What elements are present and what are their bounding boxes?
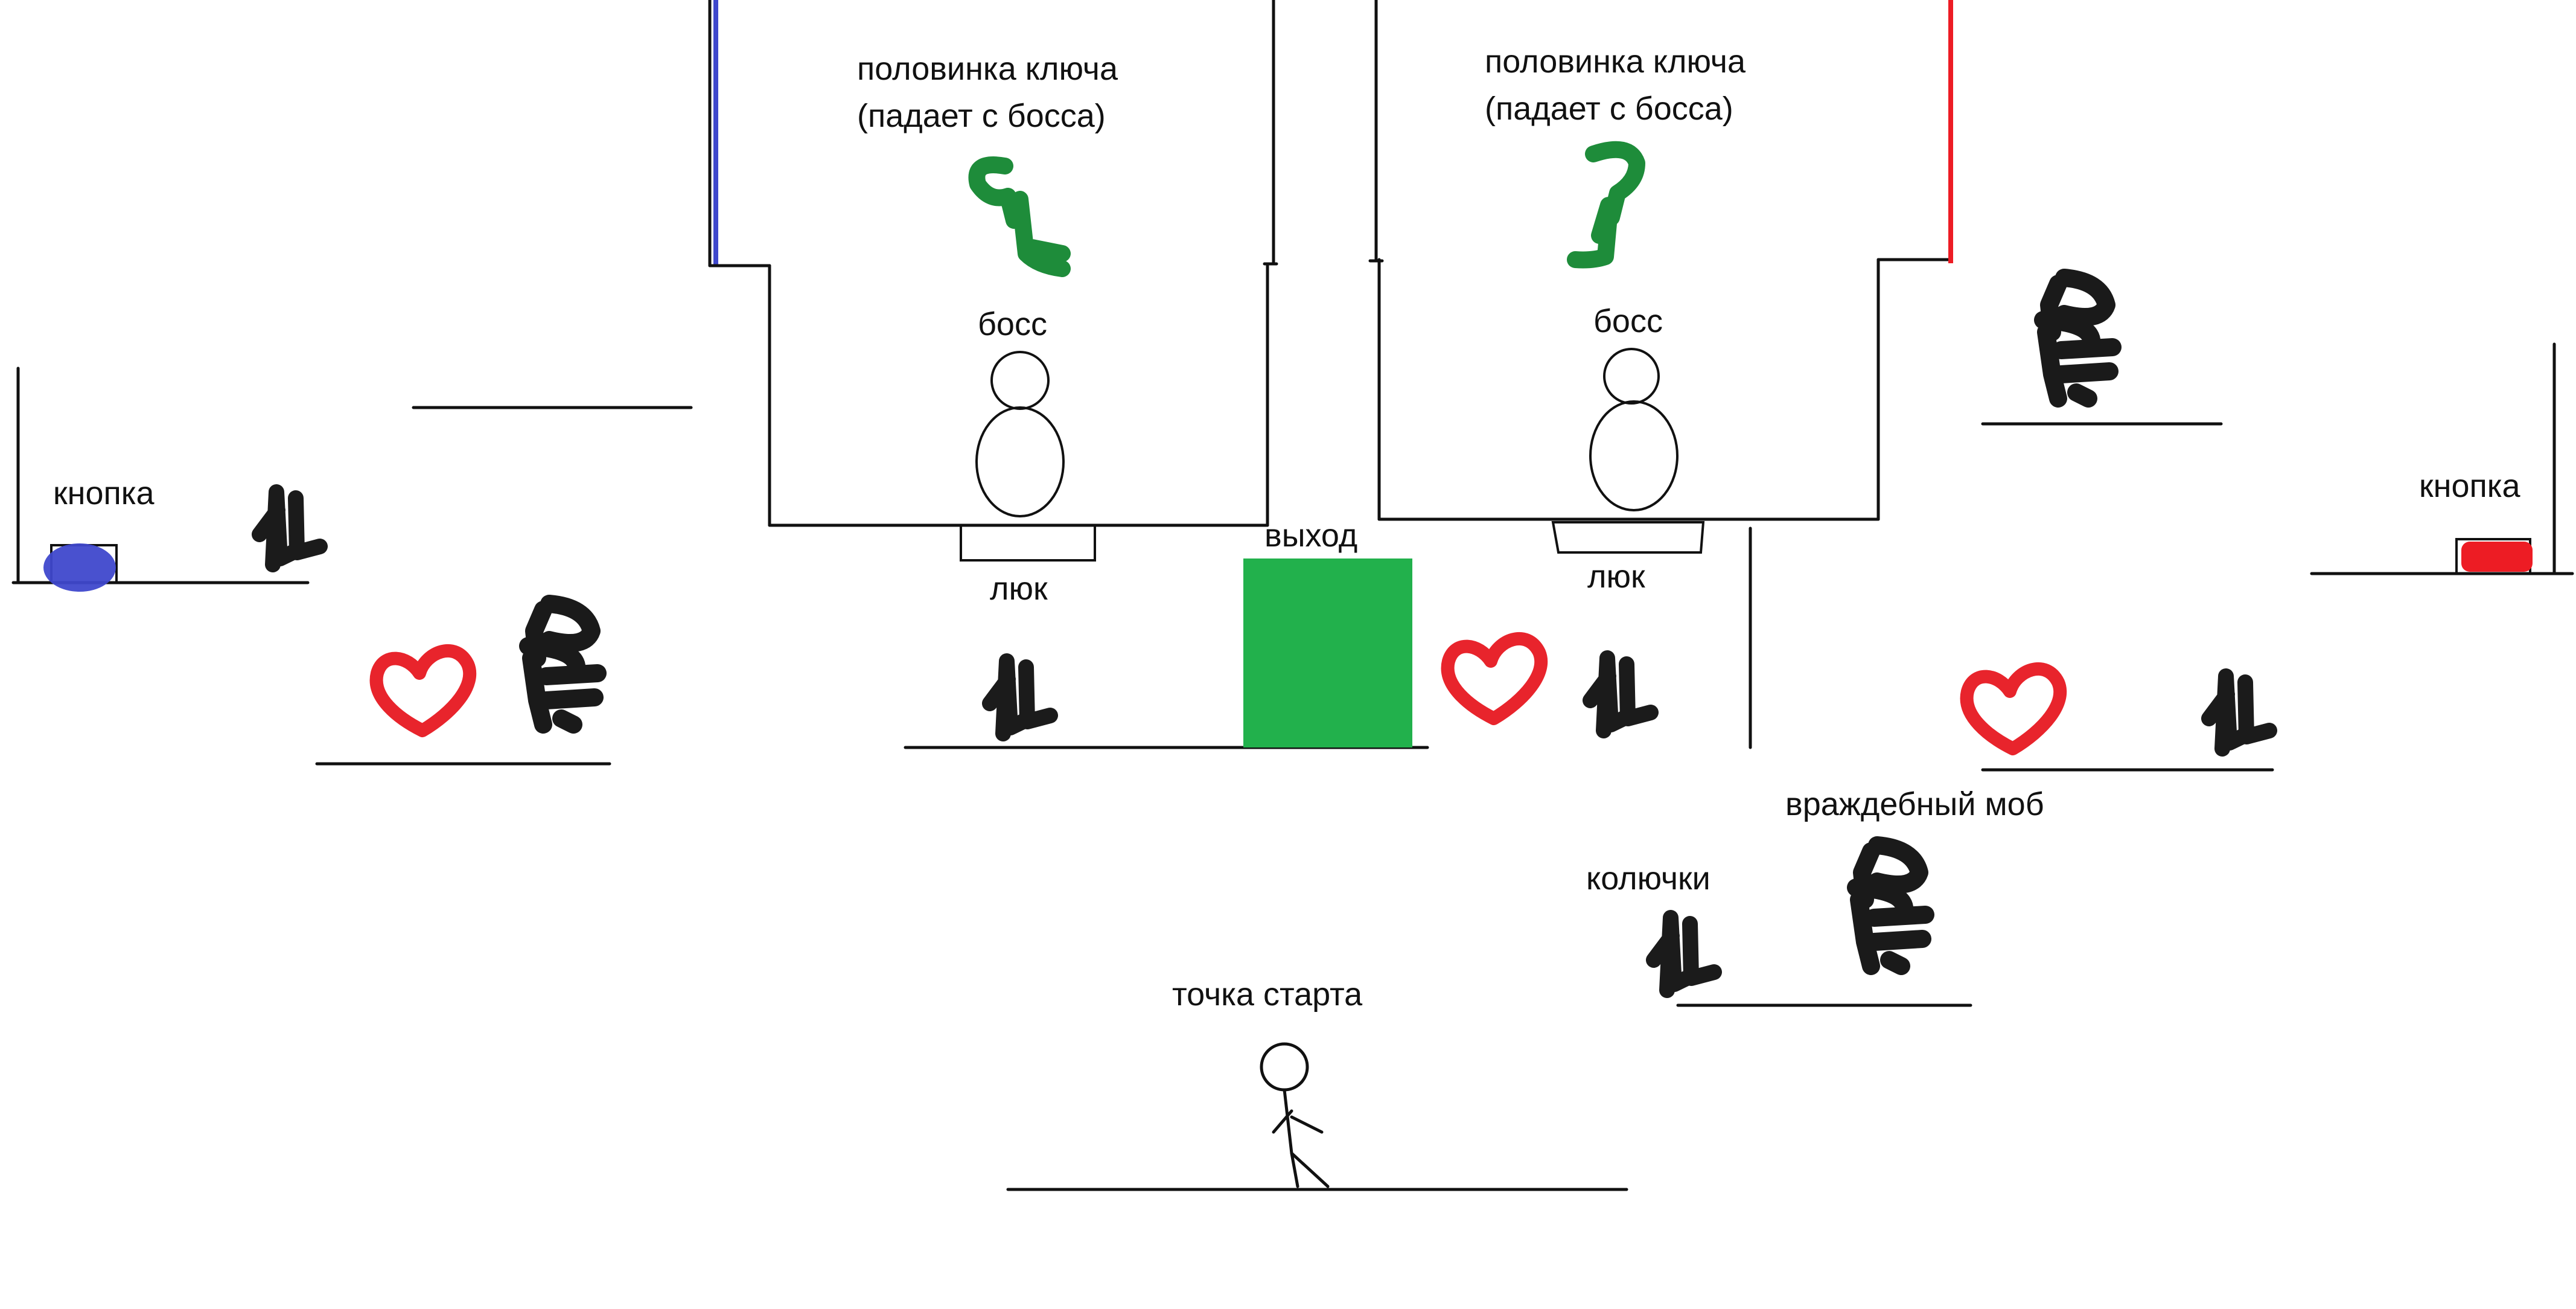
key-half-right-label: половинка ключа [1485, 43, 1745, 80]
key-half-left-drop-label: (падает с босса) [857, 98, 1106, 134]
spikes-icon [2209, 676, 2269, 749]
heart-icon[interactable] [1448, 639, 1541, 719]
hostile-mob-label: враждебный моб [1785, 786, 2044, 822]
boss-snowman-icon [975, 351, 1065, 517]
start-point-label: точка старта [1172, 976, 1363, 1013]
hostile-mob-icon [528, 604, 598, 725]
spikes-icon [260, 492, 320, 565]
button-right-label: кнопка [2419, 468, 2520, 504]
heart-icon[interactable] [1967, 669, 2061, 749]
exit-label: выход [1264, 517, 1358, 554]
button-left-label: кнопка [53, 475, 155, 511]
left-boss-room [708, 0, 1278, 562]
red-button[interactable] [2455, 538, 2533, 575]
hatch-right-label: люк [1587, 558, 1645, 595]
key-half-icon [968, 156, 1071, 277]
spikes-icon [1654, 918, 1714, 990]
hatch-left-label: люк [990, 571, 1048, 607]
hostile-mob-icon [1856, 845, 1925, 966]
spikes-label: колючки [1586, 860, 1710, 897]
right-hatch [1551, 521, 1705, 554]
boss-left-label: босс [978, 306, 1047, 342]
key-half-icon [1567, 141, 1645, 269]
exit-block[interactable] [1243, 558, 1412, 747]
heart-icon[interactable] [377, 651, 470, 731]
spikes-icon [990, 661, 1050, 734]
key-half-right-drop-label: (падает с босса) [1485, 91, 1733, 127]
key-half-left-label: половинка ключа [857, 51, 1118, 87]
platforms [11, 342, 2574, 1191]
stick-figure-icon [1260, 1042, 1330, 1188]
hostile-mob-icon [2043, 278, 2112, 398]
spikes-icon [1590, 658, 1651, 731]
left-hatch [960, 524, 1096, 562]
boss-right-label: босс [1593, 303, 1663, 339]
boss-snowman-icon [1589, 348, 1679, 511]
right-boss-room [1368, 0, 1953, 554]
blue-button[interactable] [43, 543, 118, 592]
